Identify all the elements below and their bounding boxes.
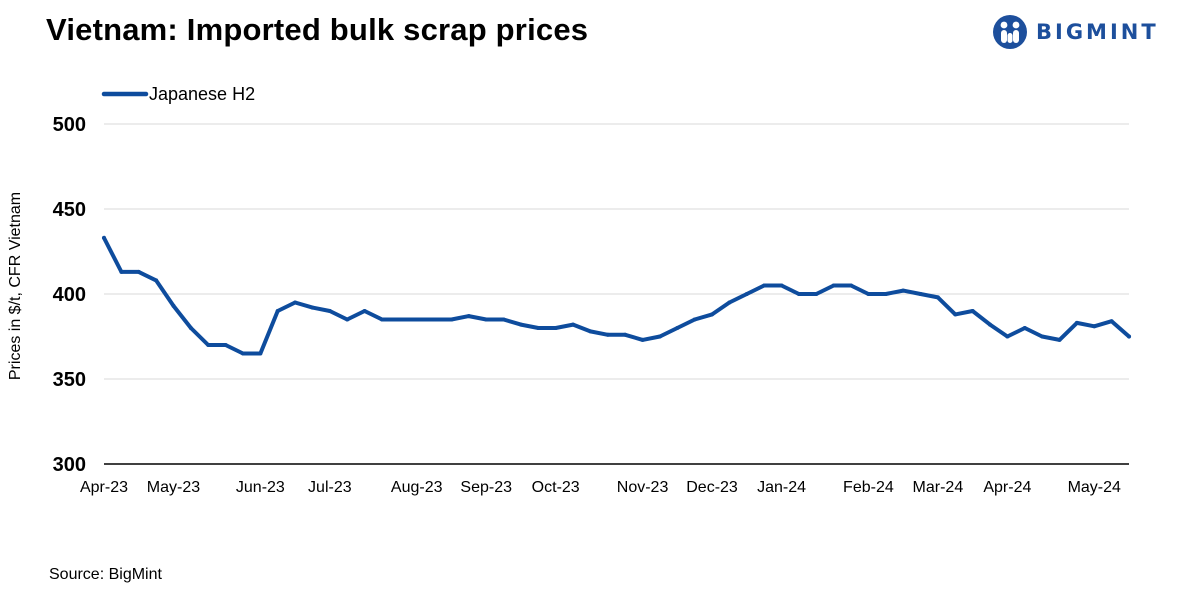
data-point xyxy=(1074,320,1079,325)
data-point xyxy=(796,292,801,296)
data-point xyxy=(727,300,732,305)
data-point xyxy=(1092,324,1097,329)
series-line-japanese-h2 xyxy=(102,235,1131,356)
data-points xyxy=(102,235,1131,356)
data-point xyxy=(518,322,523,327)
x-tick-label: May-23 xyxy=(147,479,200,496)
data-point xyxy=(762,283,767,288)
data-point xyxy=(362,309,367,313)
x-tick-label: May-24 xyxy=(1068,479,1121,496)
data-point xyxy=(327,309,332,313)
data-point xyxy=(240,351,245,356)
data-point xyxy=(188,326,193,330)
data-point xyxy=(119,269,124,274)
x-tick-label: Dec-23 xyxy=(686,479,738,496)
data-point xyxy=(484,317,489,322)
data-point xyxy=(293,300,298,305)
data-point xyxy=(988,322,993,327)
data-point xyxy=(449,317,454,322)
data-point xyxy=(918,292,923,296)
data-point xyxy=(414,317,419,322)
y-tick-label: 300 xyxy=(53,454,86,476)
grid-lines xyxy=(104,123,1129,380)
x-axis-ticks: Apr-23 May-23 Jun-23 Jul-23 Aug-23 Sep-23 Oct-… xyxy=(80,479,1121,496)
chart-title: Vietnam: Imported bulk scrap prices xyxy=(46,12,589,47)
data-point xyxy=(623,332,628,337)
data-point xyxy=(136,269,141,274)
data-point xyxy=(154,278,159,283)
data-point xyxy=(1022,326,1027,330)
x-tick-label: Oct-23 xyxy=(532,479,580,496)
data-point xyxy=(901,288,906,293)
y-tick-label: 500 xyxy=(53,114,86,136)
data-point xyxy=(206,343,211,347)
data-point xyxy=(710,312,715,317)
data-point xyxy=(1040,334,1045,339)
data-point xyxy=(223,343,228,347)
data-point xyxy=(640,337,645,342)
data-point xyxy=(953,312,958,317)
bigmint-logo-text: BIGMINT xyxy=(1036,20,1159,44)
data-point xyxy=(814,292,819,296)
data-point xyxy=(275,309,280,313)
data-point xyxy=(849,283,854,288)
data-point xyxy=(657,334,662,339)
data-point xyxy=(310,305,315,310)
data-point xyxy=(831,283,836,288)
x-tick-label: Apr-23 xyxy=(80,479,128,496)
data-point xyxy=(379,317,384,322)
data-point xyxy=(1057,337,1062,342)
data-point xyxy=(970,309,975,313)
data-point xyxy=(432,317,437,322)
data-point xyxy=(501,317,506,322)
data-point xyxy=(588,329,593,334)
data-point xyxy=(1109,319,1114,324)
data-point xyxy=(171,303,176,308)
data-point xyxy=(744,292,749,296)
data-point xyxy=(102,235,106,240)
data-point xyxy=(571,322,576,327)
y-tick-label: 450 xyxy=(53,199,86,221)
data-point xyxy=(935,295,940,300)
y-axis-ticks: 300 350 400 450 500 xyxy=(53,114,86,476)
x-tick-label: Feb-24 xyxy=(843,479,894,496)
x-tick-label: Jan-24 xyxy=(757,479,806,496)
bigmint-logo: BIGMINT xyxy=(992,12,1159,52)
x-tick-label: Sep-23 xyxy=(460,479,512,496)
data-point xyxy=(397,317,402,322)
legend-label-japanese-h2: Japanese H2 xyxy=(149,84,255,104)
y-tick-label: 400 xyxy=(53,284,86,306)
x-tick-label: Aug-23 xyxy=(391,479,443,496)
data-point xyxy=(553,326,558,330)
data-point xyxy=(883,292,888,296)
source-note: Source: BigMint xyxy=(49,566,162,583)
data-point xyxy=(345,317,350,322)
data-point xyxy=(692,317,697,322)
x-tick-label: Nov-23 xyxy=(617,479,669,496)
data-point xyxy=(1127,334,1131,339)
bigmint-logo-icon xyxy=(993,15,1027,49)
x-tick-label: Jul-23 xyxy=(308,479,352,496)
data-point xyxy=(1005,334,1010,339)
data-point xyxy=(866,292,871,296)
legend: Japanese H2 xyxy=(101,84,255,104)
y-tick-label: 350 xyxy=(53,369,86,391)
data-point xyxy=(536,326,541,330)
data-point xyxy=(605,332,610,337)
data-point xyxy=(258,351,263,356)
x-tick-label: Mar-24 xyxy=(913,479,964,496)
data-point xyxy=(466,314,471,319)
data-point xyxy=(675,326,680,330)
data-point xyxy=(779,283,784,288)
x-tick-label: Apr-24 xyxy=(983,479,1031,496)
x-tick-label: Jun-23 xyxy=(236,479,285,496)
y-axis-label: Prices in $/t, CFR Vietnam xyxy=(7,192,24,380)
